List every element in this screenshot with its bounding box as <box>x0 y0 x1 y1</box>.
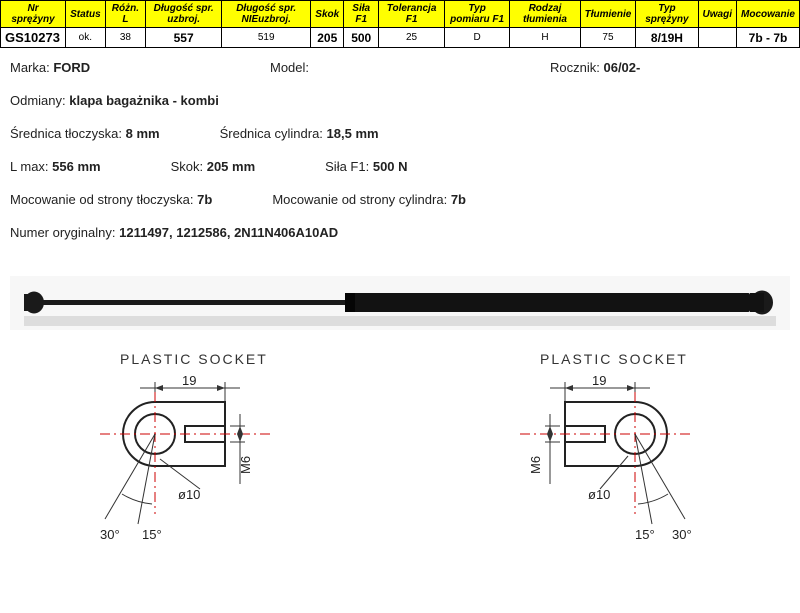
svg-text:ø10: ø10 <box>178 487 200 502</box>
skok-label: Skok: <box>171 159 204 174</box>
skok-value: 205 mm <box>207 159 255 174</box>
col-cell <box>698 28 736 48</box>
col-cell: GS10273 <box>1 28 66 48</box>
col-header: Siła F1 <box>344 1 379 28</box>
col-header: Rodzaj tłumienia <box>510 1 580 28</box>
col-header: Mocowanie <box>737 1 800 28</box>
st-label: Średnica tłoczyska: <box>10 126 122 141</box>
col-header: Różn. L <box>105 1 146 28</box>
col-cell: 205 <box>311 28 344 48</box>
lmax-label: L max: <box>10 159 49 174</box>
details-block: Marka: FORD Model: Rocznik: 06/02- Odmia… <box>0 48 800 270</box>
socket-diagrams: PLASTIC SOCKET 19 ø10 M6 30° 15° PLAST <box>0 330 800 554</box>
moc-cyl-label: Mocowanie od strony cylindra: <box>272 192 447 207</box>
spec-table: Nr sprężynyStatusRóżn. LDługość spr. uzb… <box>0 0 800 48</box>
svg-text:15°: 15° <box>142 527 162 542</box>
col-header: Długość spr. NIEuzbroj. <box>222 1 311 28</box>
svg-text:15°: 15° <box>635 527 655 542</box>
col-header: Tolerancja F1 <box>379 1 445 28</box>
moc-cyl-value: 7b <box>451 192 466 207</box>
col-header: Nr sprężyny <box>1 1 66 28</box>
sila-value: 500 N <box>373 159 408 174</box>
col-header: Tłumienie <box>580 1 636 28</box>
numory-label: Numer oryginalny: <box>10 225 116 240</box>
col-header: Status <box>66 1 106 28</box>
numory-value: 1211497, 1212586, 2N11N406A10AD <box>119 225 338 240</box>
svg-text:ø10: ø10 <box>588 487 610 502</box>
svg-text:M6: M6 <box>528 456 543 474</box>
col-header: Długość spr. uzbroj. <box>146 1 222 28</box>
svg-text:30°: 30° <box>100 527 120 542</box>
sc-value: 18,5 mm <box>327 126 379 141</box>
rocznik-value: 06/02- <box>603 60 640 75</box>
col-cell: ok. <box>66 28 106 48</box>
model-label: Model: <box>270 60 309 75</box>
col-cell: 519 <box>222 28 311 48</box>
svg-text:19: 19 <box>182 373 196 388</box>
col-header: Typ pomiaru F1 <box>444 1 509 28</box>
col-cell: 557 <box>146 28 222 48</box>
socket-left: PLASTIC SOCKET 19 ø10 M6 30° 15° <box>60 344 360 544</box>
col-header: Typ sprężyny <box>636 1 698 28</box>
svg-text:19: 19 <box>592 373 606 388</box>
st-value: 8 mm <box>126 126 160 141</box>
col-header: Uwagi <box>698 1 736 28</box>
sc-label: Średnica cylindra: <box>220 126 323 141</box>
col-cell: 7b - 7b <box>737 28 800 48</box>
col-cell: 75 <box>580 28 636 48</box>
lmax-value: 556 mm <box>52 159 100 174</box>
moc-tl-value: 7b <box>197 192 212 207</box>
gas-strut-figure <box>10 276 790 330</box>
col-cell: 38 <box>105 28 146 48</box>
socket-title-left: PLASTIC SOCKET <box>120 351 268 367</box>
svg-text:M6: M6 <box>238 456 253 474</box>
svg-text:30°: 30° <box>672 527 692 542</box>
sila-label: Siła F1: <box>325 159 369 174</box>
col-cell: D <box>444 28 509 48</box>
col-cell: 500 <box>344 28 379 48</box>
rocznik-label: Rocznik: <box>550 60 600 75</box>
col-cell: H <box>510 28 580 48</box>
col-cell: 25 <box>379 28 445 48</box>
socket-right: PLASTIC SOCKET 19 ø10 M6 15° 30° <box>440 344 740 544</box>
marka-label: Marka: <box>10 60 50 75</box>
moc-tl-label: Mocowanie od strony tłoczyska: <box>10 192 194 207</box>
odmiany-value: klapa bagażnika - kombi <box>69 93 219 108</box>
marka-value: FORD <box>53 60 90 75</box>
col-cell: 8/19H <box>636 28 698 48</box>
col-header: Skok <box>311 1 344 28</box>
socket-title-right: PLASTIC SOCKET <box>540 351 688 367</box>
odmiany-label: Odmiany: <box>10 93 66 108</box>
